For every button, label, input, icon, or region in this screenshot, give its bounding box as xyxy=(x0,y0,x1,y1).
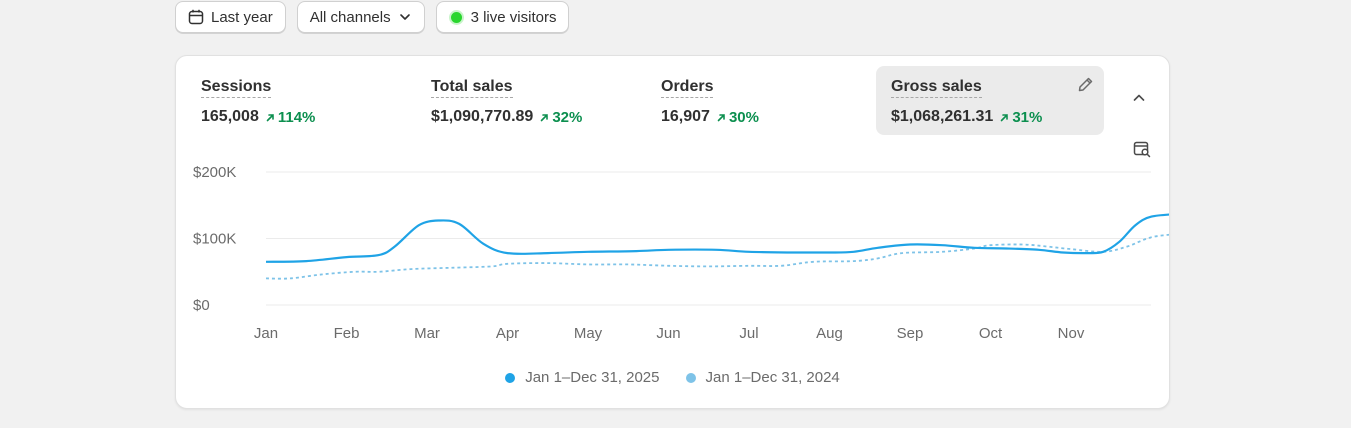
date-range-button[interactable]: Last year xyxy=(175,1,286,33)
live-visitors-button[interactable]: 3 live visitors xyxy=(435,1,570,33)
toolbar: Last year All channels 3 live visitors xyxy=(175,1,570,33)
live-visitors-label: 3 live visitors xyxy=(470,8,557,26)
arrow-up-right-icon xyxy=(1001,113,1009,121)
legend-label-current: Jan 1–Dec 31, 2025 xyxy=(525,369,660,386)
series-line-current xyxy=(265,213,1169,263)
x-tick-label: Mar xyxy=(414,325,440,342)
metric-sessions[interactable]: Sessions 165,008 114% xyxy=(201,78,315,126)
x-tick-label: May xyxy=(574,325,603,342)
metric-change-value: 30% xyxy=(728,108,759,126)
x-tick-label: Sep xyxy=(897,325,924,342)
y-tick-label: $100K xyxy=(193,231,236,248)
metric-change: 32% xyxy=(539,109,582,126)
metric-change-value: 31% xyxy=(1012,108,1043,126)
arrow-up-right-icon xyxy=(717,113,725,121)
legend-item-current[interactable]: Jan 1–Dec 31, 2025 xyxy=(505,369,660,386)
date-range-label: Last year xyxy=(211,8,273,26)
legend-swatch-current xyxy=(505,372,516,383)
x-tick-label: Apr xyxy=(496,325,519,342)
legend-item-previous[interactable]: Jan 1–Dec 31, 2024 xyxy=(685,369,840,386)
edit-metric-icon[interactable] xyxy=(1077,76,1094,93)
metric-label: Total sales xyxy=(431,78,513,98)
metric-value: $1,090,770.89 xyxy=(431,108,534,125)
calendar-icon xyxy=(188,9,204,25)
channels-dropdown[interactable]: All channels xyxy=(296,1,425,33)
metric-total-sales[interactable]: Total sales $1,090,770.89 32% xyxy=(431,78,582,126)
y-tick-label: $0 xyxy=(193,297,210,314)
metric-change-value: 114% xyxy=(277,108,316,126)
y-tick-label: $200K xyxy=(193,164,236,181)
metric-value: $1,068,261.31 xyxy=(891,108,994,125)
x-tick-label: Nov xyxy=(1058,325,1085,342)
metric-label: Gross sales xyxy=(891,78,982,98)
metric-change: 30% xyxy=(716,109,759,126)
chevron-down-icon xyxy=(399,14,410,20)
live-indicator-icon xyxy=(448,9,464,25)
x-tick-label: Jan xyxy=(254,325,278,342)
metric-value: 16,907 xyxy=(661,108,710,125)
metric-gross-sales[interactable]: Gross sales $1,068,261.31 31% xyxy=(876,66,1104,135)
chart-legend: Jan 1–Dec 31, 2025 Jan 1–Dec 31, 2024 xyxy=(176,369,1169,386)
arrow-up-right-icon xyxy=(541,113,549,121)
x-tick-label: Oct xyxy=(979,325,1003,342)
chevron-up-icon[interactable] xyxy=(1131,90,1147,106)
metric-label: Orders xyxy=(661,78,714,98)
gross-sales-chart: $200K $100K $0 Jan Feb Mar Apr May Jun Jul Aug Sep O… xyxy=(193,164,1169,342)
metric-value: 165,008 xyxy=(201,108,259,125)
metric-change: 114% xyxy=(265,108,316,126)
calendar-search-icon[interactable] xyxy=(1133,140,1151,158)
channels-label: All channels xyxy=(309,8,391,26)
metric-orders[interactable]: Orders 16,907 30% xyxy=(661,78,759,126)
metric-change-value: 32% xyxy=(552,108,583,126)
series-line-previous xyxy=(265,233,1169,280)
x-tick-label: Jul xyxy=(739,325,758,342)
legend-swatch-previous xyxy=(685,372,696,383)
x-tick-label: Feb xyxy=(334,325,360,342)
metric-change: 31% xyxy=(999,109,1042,126)
x-tick-label: Aug xyxy=(816,325,843,342)
metric-label: Sessions xyxy=(201,78,272,98)
arrow-up-right-icon xyxy=(266,113,274,121)
x-tick-label: Jun xyxy=(656,325,680,342)
sales-overview-card: Sessions 165,008 114% Total sales $1,090… xyxy=(175,55,1170,409)
legend-label-previous: Jan 1–Dec 31, 2024 xyxy=(705,369,840,386)
